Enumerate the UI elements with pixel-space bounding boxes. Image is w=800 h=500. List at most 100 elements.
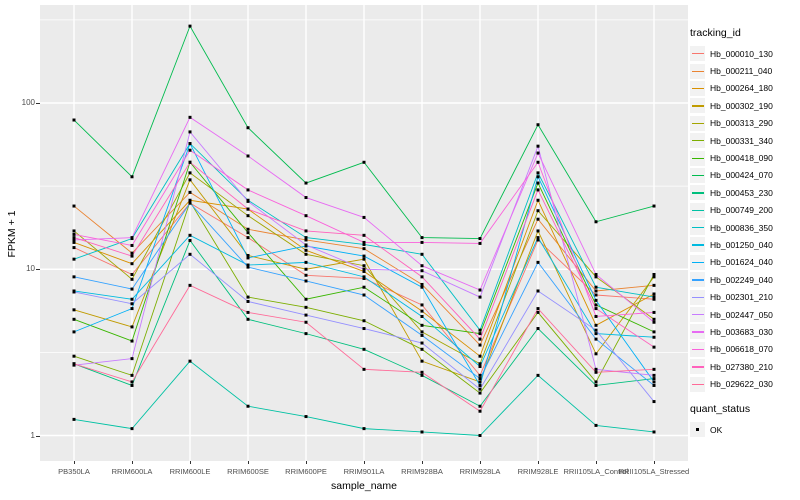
data-point (72, 240, 76, 244)
legend-entry: Hb_000453_230 (690, 184, 800, 201)
data-point (478, 380, 482, 384)
legend-color-line (691, 105, 704, 107)
data-point (594, 370, 598, 374)
data-point (130, 287, 134, 291)
data-point (304, 181, 308, 185)
data-point (246, 236, 250, 240)
data-point (188, 142, 192, 146)
data-point (420, 303, 424, 307)
data-point (420, 341, 424, 345)
data-point (594, 314, 598, 318)
data-point (188, 148, 192, 152)
data-point (652, 292, 656, 296)
data-point (420, 370, 424, 374)
x-tick-label: RRIM928BA (401, 467, 443, 476)
data-point (246, 253, 250, 257)
data-point (594, 328, 598, 332)
legend-label: Hb_002447_050 (710, 309, 773, 320)
legend-key-line-swatch (690, 376, 705, 392)
data-point (420, 285, 424, 289)
data-point (72, 229, 76, 233)
data-point (304, 320, 308, 324)
x-tick-mark (654, 461, 655, 464)
data-point (362, 215, 366, 219)
legend-key-line-swatch (690, 324, 705, 340)
data-point (594, 293, 598, 297)
legend-label: Hb_000453_230 (710, 187, 773, 198)
data-point (130, 383, 134, 387)
y-tick-mark (36, 103, 40, 104)
y-tick-label: 100 (21, 98, 35, 107)
data-point (594, 323, 598, 327)
data-point (130, 325, 134, 329)
data-point (246, 227, 250, 231)
data-point (420, 347, 424, 351)
legend-entry: Hb_000424_070 (690, 167, 800, 184)
data-point (246, 188, 250, 192)
data-point (478, 404, 482, 408)
data-point (362, 240, 366, 244)
data-point (72, 275, 76, 279)
legend-label: Hb_000211_040 (710, 66, 773, 77)
y-tick-mark (36, 269, 40, 271)
data-point (130, 302, 134, 306)
data-point (304, 305, 308, 309)
data-point (246, 263, 250, 267)
legend-label: Hb_001250_040 (710, 239, 773, 250)
data-point (652, 320, 656, 324)
data-point (652, 430, 656, 434)
data-point (304, 273, 308, 277)
data-point (304, 297, 308, 301)
data-point (478, 409, 482, 413)
data-point (72, 118, 76, 122)
data-point (652, 204, 656, 208)
legend-label: Hb_000264_180 (710, 83, 773, 94)
data-point (594, 285, 598, 289)
legend-color-line (691, 140, 704, 142)
legend-label: Hb_000749_200 (710, 205, 773, 216)
legend-key-line-swatch (690, 185, 705, 201)
data-point (188, 130, 192, 134)
data-point (72, 362, 76, 366)
legend-color-line (691, 348, 704, 351)
data-point (188, 190, 192, 194)
legend-key-line-swatch (690, 272, 705, 288)
data-point (72, 417, 76, 421)
data-point (304, 252, 308, 256)
data-point (130, 254, 134, 258)
legend-key-line-swatch (690, 98, 705, 114)
data-point (652, 283, 656, 287)
x-tick-mark (364, 461, 365, 464)
data-point (72, 330, 76, 334)
data-point (478, 362, 482, 366)
y-tick-label: 1 (30, 430, 35, 440)
legend-key-line-swatch (690, 202, 705, 218)
data-point (362, 293, 366, 297)
data-point (594, 423, 598, 427)
data-point (594, 383, 598, 387)
legend-entry: Hb_002447_050 (690, 306, 800, 323)
data-point (362, 319, 366, 323)
legend-entry: Hb_000302_190 (690, 97, 800, 114)
legend-entry: Hb_002301_210 (690, 288, 800, 305)
legend-key-line-swatch (690, 150, 705, 166)
plot-panel (40, 5, 688, 461)
legend-title-tracking-id: tracking_id (690, 27, 741, 39)
legend-label: Hb_029622_030 (710, 379, 773, 390)
data-point (72, 257, 76, 261)
y-tick-label: 10 (26, 264, 35, 274)
data-point (652, 317, 656, 321)
legend-label: OK (710, 424, 723, 435)
data-point (594, 367, 598, 371)
data-point (130, 175, 134, 179)
data-point (478, 237, 482, 241)
data-point (594, 352, 598, 356)
legend-label: Hb_027380_210 (710, 361, 773, 372)
data-point (652, 330, 656, 334)
data-point (652, 272, 656, 276)
data-point (420, 240, 424, 244)
data-point (304, 267, 308, 271)
legend-entries-quant-status: OK (690, 421, 800, 438)
data-point (478, 373, 482, 377)
data-point (188, 283, 192, 287)
